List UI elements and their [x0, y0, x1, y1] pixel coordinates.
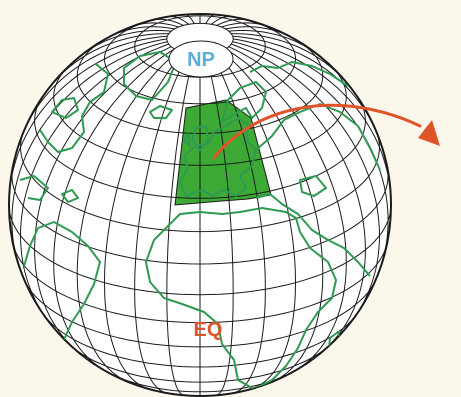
north-pole-label: NP	[187, 49, 215, 71]
meridian-line	[228, 30, 320, 56]
meridian-line	[225, 26, 291, 38]
meridian-line	[131, 22, 179, 28]
meridian-line	[34, 46, 172, 352]
meridian-line	[205, 54, 234, 396]
meridian-line	[231, 43, 381, 321]
meridian-line	[205, 14, 216, 24]
coastline-europe	[179, 117, 257, 197]
coastline-central-america	[19, 175, 79, 203]
meridian-line	[109, 26, 175, 38]
meridian-line	[50, 33, 169, 86]
meridian-line	[233, 38, 391, 206]
meridian-line	[22, 35, 168, 133]
coastline-greenland	[123, 51, 177, 101]
meridian-line	[53, 48, 175, 372]
coastline-british-isles	[183, 125, 209, 151]
coastline-north-america	[39, 63, 109, 153]
meridian-line	[225, 48, 347, 372]
meridian-line	[80, 30, 172, 56]
meridian-line	[134, 53, 190, 394]
meridian-line	[169, 16, 190, 25]
coastlines	[19, 51, 381, 390]
equator-label: EQ	[194, 319, 223, 341]
meridian-line	[103, 52, 184, 390]
graticule	[9, 14, 391, 396]
meridian-line	[184, 14, 195, 24]
coastline-scandinavia	[221, 81, 267, 123]
coastline-asia	[255, 103, 381, 277]
curved-arrow-icon	[212, 103, 422, 160]
meridian-line	[152, 18, 184, 26]
meridian-line	[166, 54, 195, 396]
coastline-africa	[145, 207, 337, 390]
meridian-line	[210, 16, 231, 25]
meridian-line	[231, 33, 350, 86]
meridian-line	[76, 50, 180, 383]
coastline-arctic	[249, 61, 349, 87]
north-pole-cap	[168, 40, 234, 78]
coastline-iceland	[149, 105, 173, 119]
meridian-line	[19, 43, 169, 321]
meridian-line	[210, 53, 266, 394]
meridian-line	[221, 22, 269, 28]
meridian-line	[216, 18, 248, 26]
meridian-lines	[9, 14, 391, 396]
arrow-head	[418, 120, 440, 146]
meridian-line	[9, 38, 167, 206]
meridian-line	[216, 52, 297, 390]
meridian-line	[11, 41, 168, 273]
meridian-line	[228, 46, 366, 352]
